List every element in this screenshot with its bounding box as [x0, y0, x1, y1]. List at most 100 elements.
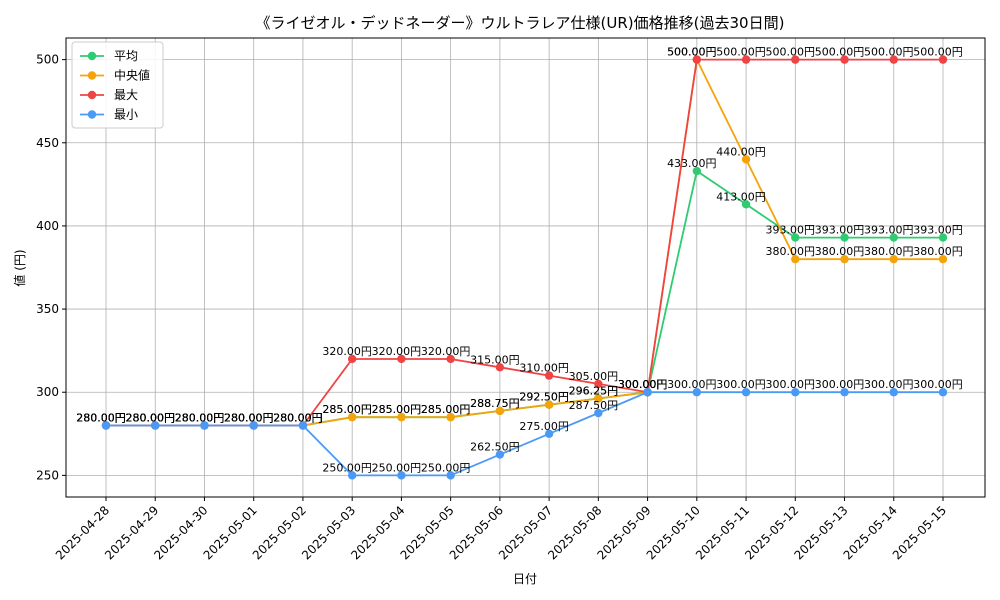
data-label: 296.25円 [569, 384, 619, 397]
data-point [347, 471, 357, 480]
data-point [397, 471, 406, 480]
data-label: 280.00円 [273, 411, 323, 424]
data-point [840, 388, 849, 397]
legend-marker [87, 90, 97, 100]
data-point [791, 55, 800, 64]
y-tick-label: 400 [36, 219, 59, 233]
data-point [594, 408, 603, 418]
legend-marker [87, 110, 97, 119]
data-label: 280.00円 [175, 411, 225, 424]
data-label: 285.00円 [322, 403, 372, 416]
grid [66, 38, 985, 497]
data-point [151, 421, 160, 430]
data-label: 250.00円 [372, 461, 422, 474]
data-point [889, 388, 898, 397]
data-label: 280.00円 [273, 411, 323, 424]
legend-marker [87, 51, 97, 61]
data-label: 380.00円 [864, 245, 914, 258]
data-point [889, 254, 898, 264]
data-label: 280.00円 [125, 411, 175, 424]
data-point [643, 388, 652, 397]
data-label: 380.00円 [815, 245, 865, 258]
data-point [938, 233, 948, 242]
data-label: 300.00円 [766, 378, 816, 391]
y-tick-label: 450 [36, 136, 59, 150]
legend-entry: 最大 [114, 88, 138, 102]
data-label: 300.00円 [815, 378, 865, 391]
data-label: 262.50円 [470, 441, 520, 454]
legend-box [71, 41, 164, 129]
data-label: 393.00円 [913, 224, 963, 237]
data-point [791, 388, 800, 397]
data-point [298, 421, 308, 430]
data-label: 393.00円 [864, 224, 914, 237]
data-point [840, 233, 849, 242]
data-label: 440.00円 [716, 145, 766, 158]
data-label: 300.00円 [913, 378, 963, 391]
data-label: 280.00円 [224, 411, 274, 424]
data-point [347, 412, 357, 422]
data-label: 280.00円 [76, 411, 126, 424]
data-label: 296.25円 [569, 384, 619, 397]
data-label: 280.00円 [175, 411, 225, 424]
data-label: 280.00円 [224, 411, 274, 424]
y-axis-label: 値 (円) [12, 249, 27, 286]
data-label: 280.00円 [224, 411, 274, 424]
data-point [397, 354, 406, 364]
y-axis-ticks: 250 300 350 400 450 500 [36, 53, 66, 482]
data-label: 320.00円 [372, 345, 422, 358]
data-label: 285.00円 [421, 403, 471, 416]
data-point [692, 55, 702, 64]
chart-title: 《ライゼオル・デッドネーダー》ウルトラレア仕様(UR)価格推移(過去30日間) [256, 14, 785, 32]
data-label: 280.00円 [175, 411, 225, 424]
data-label: 433.00円 [667, 157, 717, 170]
data-label: 280.00円 [273, 411, 323, 424]
data-label: 305.00円 [569, 370, 619, 383]
y-tick-label: 500 [36, 53, 59, 67]
legend-entry: 平均 [114, 49, 138, 63]
data-label: 380.00円 [766, 245, 816, 258]
data-label: 500.00円 [864, 46, 914, 59]
data-point [446, 354, 455, 364]
data-label: 275.00円 [519, 420, 569, 433]
data-point [938, 254, 948, 264]
data-point [692, 166, 702, 176]
data-point [594, 379, 603, 389]
data-label: 500.00円 [667, 46, 717, 59]
data-point [544, 371, 554, 380]
data-point [446, 412, 455, 422]
data-label: 280.00円 [224, 411, 274, 424]
y-tick-label: 250 [36, 468, 59, 482]
data-label: 280.00円 [76, 411, 126, 424]
data-label: 500.00円 [815, 46, 865, 59]
data-label: 500.00円 [766, 46, 816, 59]
data-label: 310.00円 [519, 362, 569, 375]
data-label: 250.00円 [421, 461, 471, 474]
data-label: 280.00円 [175, 411, 225, 424]
data-labels: 280.00円 280.00円 280.00円 280.00円 280.00円285.0… [76, 46, 963, 475]
data-point [495, 363, 505, 372]
data-label: 288.75円 [470, 397, 520, 410]
data-point [495, 450, 505, 459]
data-point [249, 421, 258, 430]
data-label: 300.00円 [618, 378, 668, 391]
data-label: 292.50円 [519, 391, 569, 404]
data-label: 250.00円 [322, 461, 372, 474]
data-label: 320.00円 [322, 345, 372, 358]
legend-marker [87, 71, 97, 80]
legend-entry: 中央値 [114, 68, 150, 83]
y-tick-label: 300 [36, 385, 59, 399]
data-point [544, 429, 554, 439]
data-point [200, 421, 209, 430]
data-point [840, 254, 849, 264]
data-point [791, 254, 800, 264]
data-label: 320.00円 [421, 345, 471, 358]
data-label: 500.00円 [667, 46, 717, 59]
data-label: 315.00円 [470, 353, 520, 366]
data-point [889, 55, 898, 64]
data-point [840, 55, 849, 64]
data-label: 280.00円 [76, 411, 126, 424]
data-label: 500.00円 [716, 46, 766, 59]
data-label: 280.00円 [76, 411, 126, 424]
